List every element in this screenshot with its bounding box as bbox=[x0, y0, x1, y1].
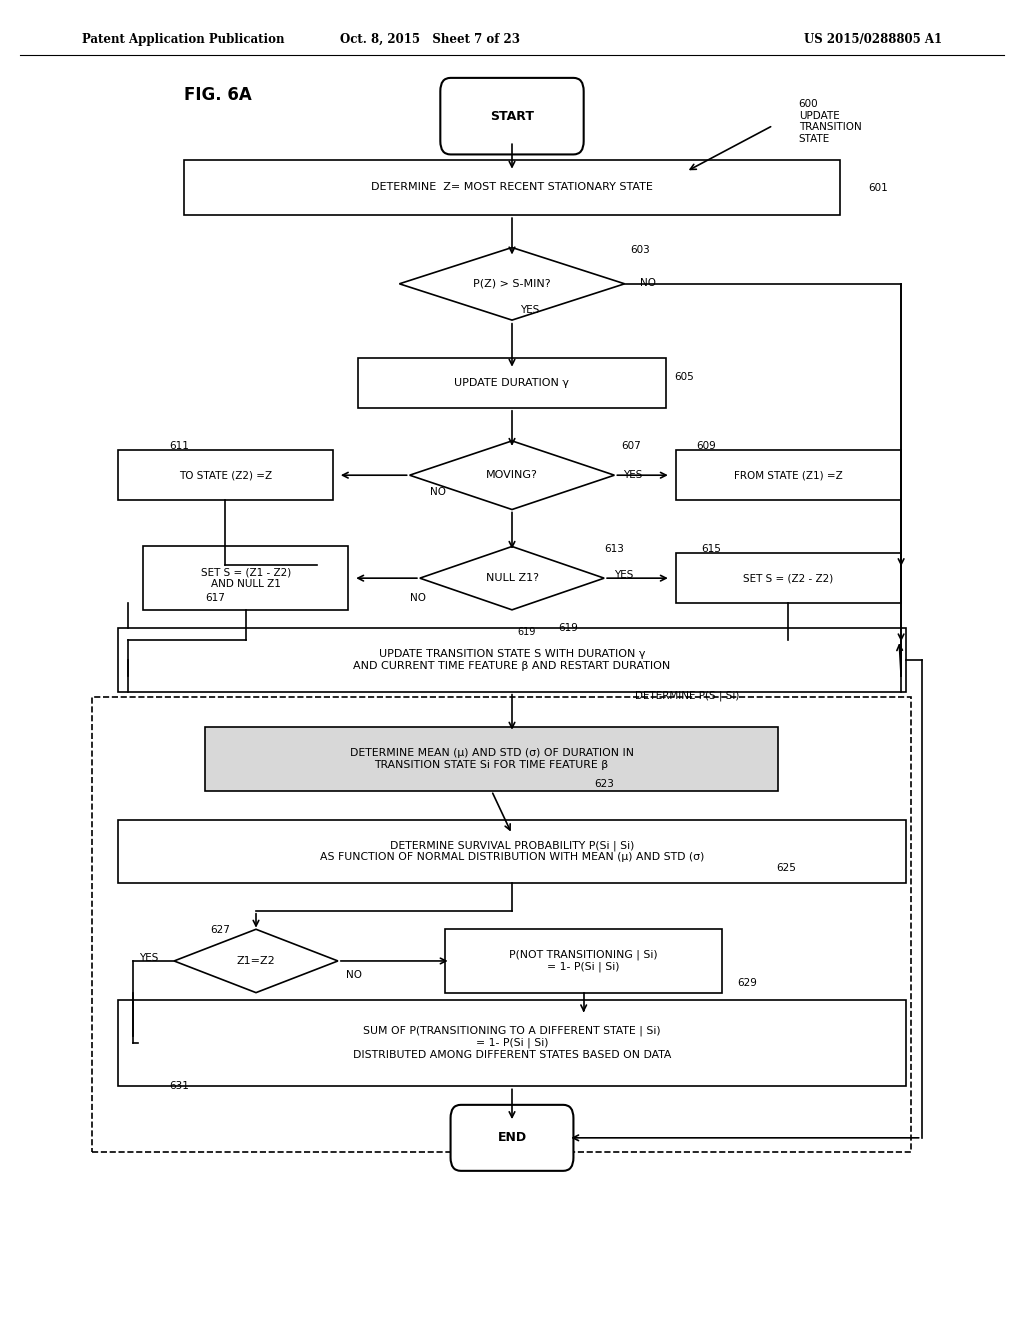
Polygon shape bbox=[174, 929, 338, 993]
Text: 609: 609 bbox=[696, 441, 716, 451]
Text: TO STATE (Z2) =Z: TO STATE (Z2) =Z bbox=[179, 470, 271, 480]
FancyBboxPatch shape bbox=[118, 628, 906, 692]
Text: 623: 623 bbox=[594, 779, 613, 789]
Text: SUM OF P(TRANSITIONING TO A DIFFERENT STATE | Si)
= 1- P(Si | Si)
DISTRIBUTED AM: SUM OF P(TRANSITIONING TO A DIFFERENT ST… bbox=[353, 1026, 671, 1060]
Text: DETERMINE P(S | Si): DETERMINE P(S | Si) bbox=[635, 690, 739, 701]
Text: SET S = (Z2 - Z2): SET S = (Z2 - Z2) bbox=[743, 573, 834, 583]
Text: 629: 629 bbox=[737, 978, 757, 989]
Text: END: END bbox=[498, 1131, 526, 1144]
FancyBboxPatch shape bbox=[445, 929, 722, 993]
Text: 619: 619 bbox=[558, 623, 578, 634]
Text: P(Z) > S-MIN?: P(Z) > S-MIN? bbox=[473, 279, 551, 289]
FancyBboxPatch shape bbox=[184, 160, 840, 215]
Text: 627: 627 bbox=[210, 925, 229, 936]
Text: UPDATE DURATION γ: UPDATE DURATION γ bbox=[455, 378, 569, 388]
Text: NO: NO bbox=[640, 279, 656, 289]
Text: P(NOT TRANSITIONING | Si)
= 1- P(Si | Si): P(NOT TRANSITIONING | Si) = 1- P(Si | Si… bbox=[509, 949, 658, 973]
FancyBboxPatch shape bbox=[440, 78, 584, 154]
Text: NO: NO bbox=[410, 593, 426, 603]
Polygon shape bbox=[420, 546, 604, 610]
Text: NO: NO bbox=[346, 970, 362, 981]
FancyBboxPatch shape bbox=[451, 1105, 573, 1171]
Text: FROM STATE (Z1) =Z: FROM STATE (Z1) =Z bbox=[734, 470, 843, 480]
Text: YES: YES bbox=[520, 305, 540, 315]
Text: 603: 603 bbox=[630, 246, 649, 256]
Text: NULL Z1?: NULL Z1? bbox=[485, 573, 539, 583]
Text: UPDATE TRANSITION STATE S WITH DURATION γ
AND CURRENT TIME FEATURE β AND RESTART: UPDATE TRANSITION STATE S WITH DURATION … bbox=[353, 649, 671, 671]
Text: SET S = (Z1 - Z2)
AND NULL Z1: SET S = (Z1 - Z2) AND NULL Z1 bbox=[201, 568, 291, 589]
Text: DETERMINE  Z= MOST RECENT STATIONARY STATE: DETERMINE Z= MOST RECENT STATIONARY STAT… bbox=[371, 182, 653, 193]
FancyBboxPatch shape bbox=[118, 450, 333, 500]
Text: YES: YES bbox=[614, 570, 634, 581]
FancyBboxPatch shape bbox=[118, 820, 906, 883]
Text: START: START bbox=[490, 110, 534, 123]
Text: DETERMINE MEAN (μ) AND STD (σ) OF DURATION IN
TRANSITION STATE Si FOR TIME FEATU: DETERMINE MEAN (μ) AND STD (σ) OF DURATI… bbox=[349, 748, 634, 770]
Text: 631: 631 bbox=[169, 1081, 188, 1092]
FancyBboxPatch shape bbox=[358, 358, 666, 408]
Text: 625: 625 bbox=[776, 863, 796, 874]
FancyBboxPatch shape bbox=[676, 450, 901, 500]
Text: US 2015/0288805 A1: US 2015/0288805 A1 bbox=[804, 33, 942, 46]
FancyBboxPatch shape bbox=[118, 1001, 906, 1085]
Text: 615: 615 bbox=[701, 544, 721, 554]
FancyBboxPatch shape bbox=[143, 546, 348, 610]
Text: Z1=Z2: Z1=Z2 bbox=[237, 956, 275, 966]
Text: FIG. 6A: FIG. 6A bbox=[184, 86, 252, 104]
Text: 600
UPDATE
TRANSITION
STATE: 600 UPDATE TRANSITION STATE bbox=[799, 99, 861, 144]
Polygon shape bbox=[399, 248, 625, 319]
Text: 601: 601 bbox=[868, 183, 888, 194]
Text: 605: 605 bbox=[674, 372, 693, 383]
Text: 613: 613 bbox=[604, 544, 624, 554]
Text: 619: 619 bbox=[517, 627, 536, 638]
Text: Patent Application Publication: Patent Application Publication bbox=[82, 33, 285, 46]
Text: NO: NO bbox=[430, 487, 446, 498]
FancyBboxPatch shape bbox=[205, 727, 778, 791]
Text: Oct. 8, 2015   Sheet 7 of 23: Oct. 8, 2015 Sheet 7 of 23 bbox=[340, 33, 520, 46]
Text: 617: 617 bbox=[205, 593, 224, 603]
Polygon shape bbox=[410, 441, 614, 510]
FancyBboxPatch shape bbox=[676, 553, 901, 603]
Text: DETERMINE SURVIVAL PROBABILITY P(Si | Si)
AS FUNCTION OF NORMAL DISTRIBUTION WIT: DETERMINE SURVIVAL PROBABILITY P(Si | Si… bbox=[319, 841, 705, 862]
Text: MOVING?: MOVING? bbox=[486, 470, 538, 480]
Text: YES: YES bbox=[623, 470, 642, 480]
Text: 611: 611 bbox=[169, 441, 188, 451]
Text: YES: YES bbox=[139, 953, 159, 964]
Text: 607: 607 bbox=[622, 441, 641, 451]
